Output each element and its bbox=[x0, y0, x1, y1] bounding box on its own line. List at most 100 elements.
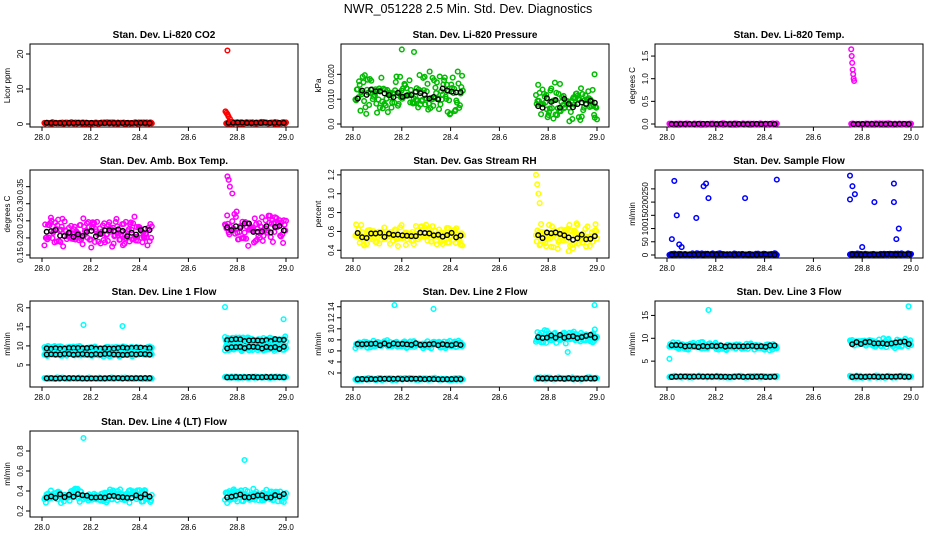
x-tick-label: 28.6 bbox=[181, 264, 197, 273]
data-point bbox=[258, 214, 266, 221]
outlier-point bbox=[119, 323, 126, 330]
data-point bbox=[446, 239, 453, 246]
data-point bbox=[91, 219, 98, 226]
data-point bbox=[554, 245, 561, 252]
y-tick-label: 0.8 bbox=[16, 445, 25, 457]
data-point bbox=[565, 248, 572, 255]
data-point bbox=[126, 499, 133, 506]
average-point bbox=[61, 233, 68, 240]
x-tick-label: 28.6 bbox=[806, 133, 822, 142]
data-point bbox=[538, 221, 545, 228]
y-tick-label: 15 bbox=[16, 322, 25, 331]
x-tick-label: 28.8 bbox=[229, 133, 245, 142]
data-point bbox=[569, 245, 577, 252]
outlier-point bbox=[535, 190, 542, 197]
x-tick-label: 28.8 bbox=[540, 393, 556, 402]
y-tick-label: 0.30 bbox=[16, 195, 25, 211]
outlier-point bbox=[742, 195, 749, 202]
outlier-point bbox=[430, 305, 437, 313]
y-axis-label: ml/min bbox=[3, 332, 12, 356]
x-tick-label: 28.8 bbox=[229, 393, 245, 402]
average-point bbox=[146, 351, 153, 358]
average-point bbox=[591, 375, 598, 382]
data-point bbox=[456, 102, 463, 109]
data-point bbox=[402, 82, 409, 89]
average-point bbox=[354, 95, 361, 102]
y-axis-label: ml/min bbox=[314, 332, 323, 356]
average-point bbox=[79, 232, 86, 239]
outlier-point bbox=[859, 244, 866, 251]
average-point bbox=[280, 119, 287, 126]
y-tick-label: 0.8 bbox=[327, 206, 336, 218]
y-tick-label: 0.4 bbox=[327, 244, 336, 256]
average-point bbox=[228, 227, 235, 234]
data-point bbox=[441, 74, 448, 81]
data-point bbox=[593, 375, 601, 382]
data-points bbox=[352, 171, 601, 255]
plot-frame bbox=[29, 300, 299, 388]
outlier-point bbox=[80, 434, 87, 442]
y-tick-label: 50 bbox=[641, 237, 650, 246]
plot-panel: Stan. Dev. Line 2 Flow ml/min 28.0 28.2 28.4… bbox=[314, 287, 610, 402]
x-tick-label: 28.0 bbox=[34, 264, 50, 273]
average-point bbox=[591, 99, 598, 106]
y-tick-label: 4 bbox=[327, 359, 336, 364]
plot-panel: Stan. Dev. Li-820 CO2 Licor ppm 28.0 28.2 28… bbox=[3, 30, 299, 142]
average-point bbox=[905, 251, 912, 258]
data-point bbox=[388, 104, 395, 111]
data-point bbox=[555, 90, 562, 97]
outlier-point bbox=[700, 183, 707, 190]
data-point bbox=[569, 116, 576, 123]
data-point bbox=[584, 223, 591, 230]
data-point bbox=[88, 244, 95, 251]
data-point bbox=[551, 79, 558, 86]
data-point bbox=[366, 101, 373, 108]
x-tick-label: 29.0 bbox=[278, 264, 294, 273]
outlier-point bbox=[536, 200, 543, 207]
average-point bbox=[408, 91, 415, 98]
average-point bbox=[552, 97, 559, 104]
y-tick-label: 12 bbox=[327, 313, 336, 322]
x-tick-label: 28.8 bbox=[854, 133, 870, 142]
figure-suptitle: NWR_051228 2.5 Min. Std. Dev. Diagnostic… bbox=[344, 2, 593, 16]
plot-title: Stan. Dev. Line 2 Flow bbox=[423, 287, 528, 298]
outlier-point bbox=[848, 46, 855, 53]
data-point bbox=[583, 243, 590, 250]
x-tick-label: 29.0 bbox=[903, 393, 919, 402]
outlier-point bbox=[693, 214, 700, 222]
outlier-point bbox=[666, 355, 673, 362]
outlier-point bbox=[280, 316, 287, 323]
x-tick-label: 28.0 bbox=[659, 133, 675, 142]
data-point bbox=[545, 111, 552, 119]
outlier-point bbox=[705, 306, 712, 313]
data-point bbox=[280, 239, 287, 246]
x-tick-label: 28.2 bbox=[394, 393, 410, 402]
x-tick-label: 28.2 bbox=[394, 264, 410, 273]
y-tick-label: 0.20 bbox=[16, 230, 25, 246]
average-point bbox=[556, 104, 563, 111]
outlier-point bbox=[849, 183, 856, 190]
x-tick-label: 28.4 bbox=[132, 523, 148, 532]
data-point bbox=[402, 241, 409, 249]
x-tick-label: 29.0 bbox=[903, 133, 919, 142]
data-points bbox=[41, 303, 290, 383]
data-point bbox=[416, 72, 423, 79]
y-tick-label: 0.35 bbox=[16, 178, 25, 194]
y-axis-label: ml/min bbox=[628, 202, 637, 226]
data-point bbox=[535, 81, 542, 88]
x-tick-label: 28.8 bbox=[229, 264, 245, 273]
x-tick-label: 28.2 bbox=[83, 133, 99, 142]
plot-title: Stan. Dev. Sample Flow bbox=[733, 156, 845, 167]
average-point bbox=[583, 100, 590, 107]
average-point bbox=[133, 231, 140, 238]
data-point bbox=[446, 97, 453, 104]
data-point bbox=[128, 226, 135, 233]
outlier-point bbox=[532, 171, 540, 178]
x-tick-label: 28.0 bbox=[34, 393, 50, 402]
y-tick-label: 15 bbox=[641, 310, 650, 319]
data-point bbox=[455, 80, 462, 87]
average-point bbox=[448, 229, 455, 236]
average-point bbox=[66, 229, 73, 236]
y-tick-label: 150 bbox=[641, 208, 650, 222]
x-tick-label: 28.0 bbox=[659, 264, 675, 273]
